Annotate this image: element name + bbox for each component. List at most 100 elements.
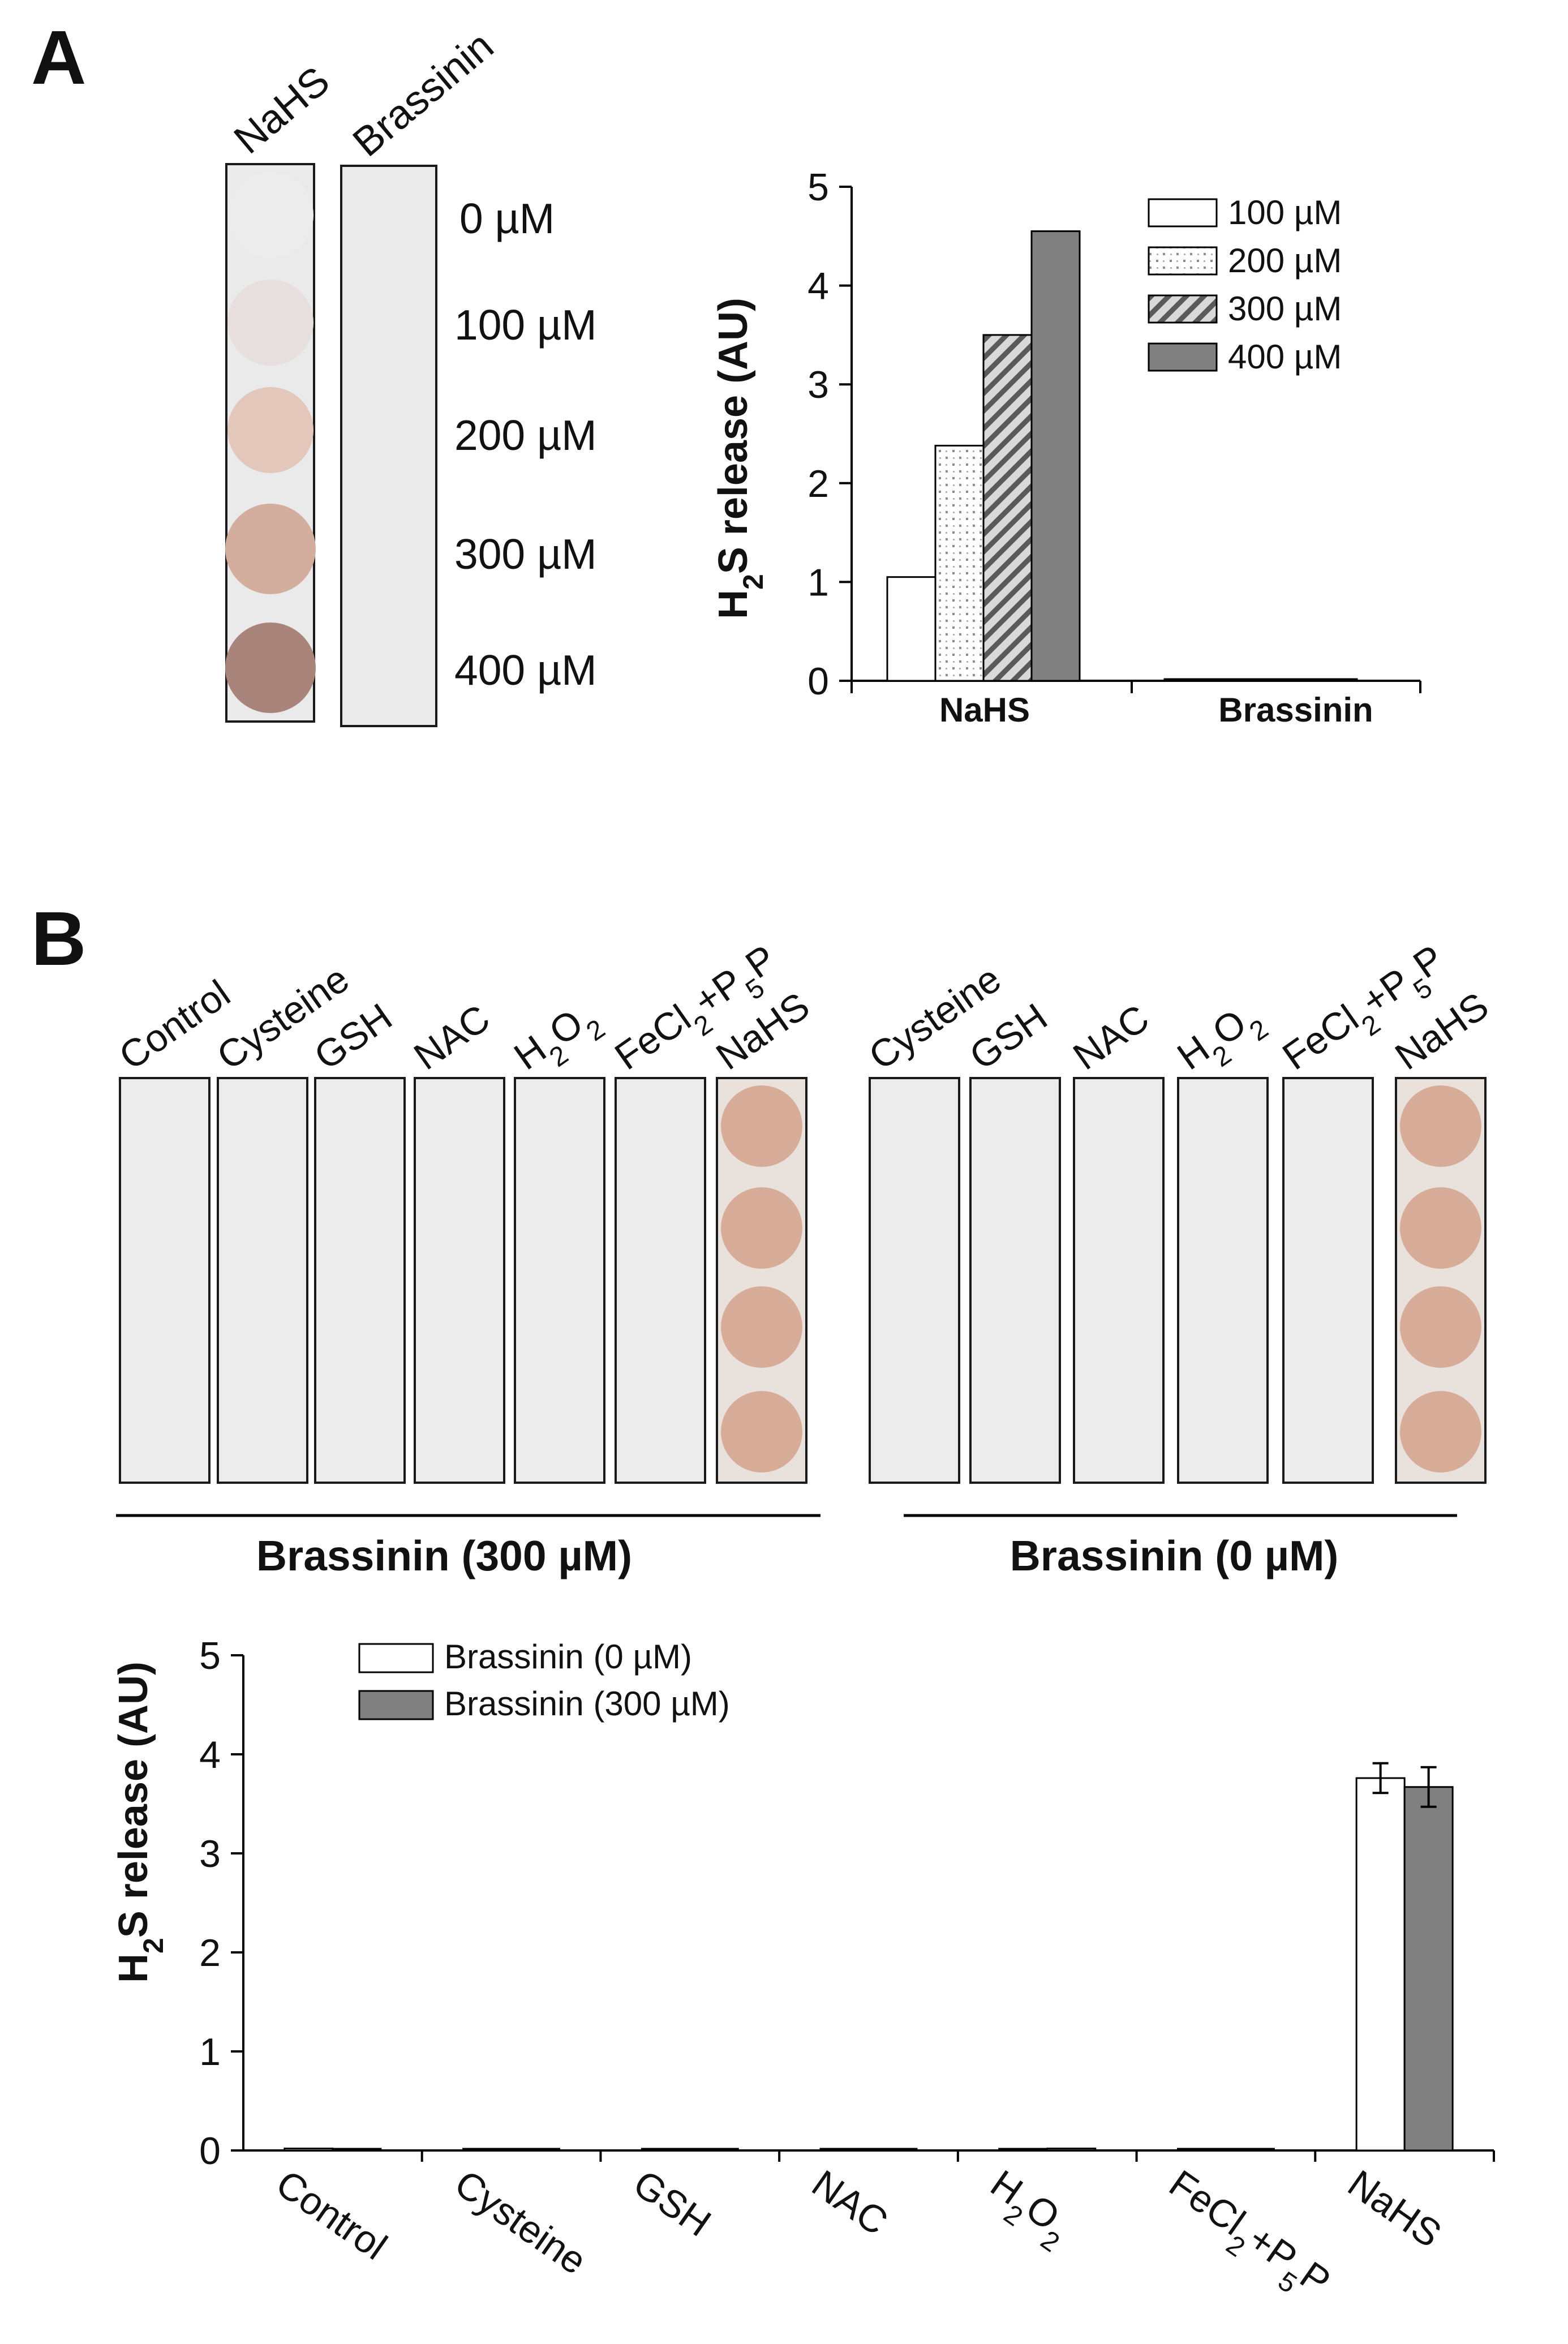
chart-a-ytick-label: 1 <box>807 561 829 604</box>
chart-b-xlabel: Cysteine <box>447 2162 594 2283</box>
spot-400 <box>225 623 316 713</box>
chart-b-xlabel: FeCl2+P5P <box>1154 2162 1338 2313</box>
chart-a: H2S release (AU) NaHS Brassinin 100 µM 2… <box>711 166 1420 729</box>
spot-200 <box>227 387 313 473</box>
chart-a-bar <box>1213 679 1261 681</box>
chart-b-xlabel: GSH <box>626 2162 719 2245</box>
legend-label-brassinin-0: Brassinin (0 µM) <box>444 1638 692 1676</box>
chart-b-bar <box>642 2149 690 2150</box>
chart-b-bar <box>1047 2149 1096 2151</box>
legend-swatch-400 <box>1149 344 1217 371</box>
panel-a-label: A <box>31 15 87 100</box>
chart-a-ytick-label: 5 <box>807 166 829 209</box>
right-group-strip <box>970 1078 1060 1483</box>
legend-swatch-100 <box>1149 199 1217 226</box>
chart-b-ytick-label: 2 <box>199 1931 221 1974</box>
conc-label-100: 100 µM <box>454 301 597 349</box>
chart-b-xlabel: NAC <box>804 2162 895 2244</box>
chart-b-xlabel: Control <box>268 2162 394 2268</box>
legend-swatch-brassinin-0 <box>359 1644 433 1672</box>
chart-a-xlabel-nahs: NaHS <box>939 691 1030 729</box>
legend-label-300: 300 µM <box>1228 290 1342 328</box>
right-group-spot <box>1400 1187 1481 1269</box>
chart-b: H2S release (AU) Brassinin (0 µM) Brassi… <box>111 1634 1494 2314</box>
spot-100 <box>227 280 313 366</box>
chart-b-ytick-label: 3 <box>199 1832 221 1875</box>
left-group-strip <box>415 1078 504 1483</box>
caption-brassinin-0: Brassinin (0 µM) <box>1010 1532 1339 1579</box>
chart-b-xlabel: H2O2 <box>976 2162 1080 2258</box>
chart-b-bar <box>333 2149 381 2150</box>
left-group-strip <box>315 1078 405 1483</box>
panel-b-strips: Brassinin (300 µM) Brassinin (0 µM) Cont… <box>111 937 1496 1579</box>
conc-label-0: 0 µM <box>459 195 555 242</box>
legend-swatch-300 <box>1149 295 1217 323</box>
chart-a-ytick-label: 0 <box>807 660 829 703</box>
chart-a-xlabel-brassinin: Brassinin <box>1218 691 1373 729</box>
right-group-spot <box>1400 1391 1481 1472</box>
chart-a-ytick-label: 4 <box>807 265 829 308</box>
chart-b-ytick-label: 5 <box>199 1634 221 1677</box>
chart-b-ylabel: H2S release (AU) <box>111 1662 169 1983</box>
chart-b-bar <box>1404 1787 1453 2150</box>
chart-b-bar <box>690 2149 738 2150</box>
chart-a-bar <box>1261 679 1309 681</box>
chart-b-bar <box>1178 2149 1226 2150</box>
legend-swatch-200 <box>1149 247 1217 274</box>
chart-a-bar <box>1032 231 1080 681</box>
chart-b-xlabel: NaHS <box>1341 2162 1449 2256</box>
strip-brassinin <box>341 166 436 726</box>
legend-label-400: 400 µM <box>1228 338 1342 376</box>
left-group-spot <box>721 1085 802 1167</box>
chart-a-ylabel: H2S release (AU) <box>711 298 769 619</box>
chart-b-bar <box>1356 1778 1404 2150</box>
chart-b-bar <box>999 2149 1047 2150</box>
left-group-strip <box>515 1078 604 1483</box>
chart-b-ytick-label: 1 <box>199 2030 221 2073</box>
right-group-spot <box>1400 1286 1481 1368</box>
chart-b-ytick-label: 4 <box>199 1733 221 1776</box>
left-group-strip <box>616 1078 705 1483</box>
chart-a-bar <box>1165 679 1213 681</box>
conc-label-400: 400 µM <box>454 646 597 694</box>
chart-b-bar <box>512 2149 560 2150</box>
spot-0 <box>227 172 313 258</box>
chart-a-ytick-label: 3 <box>807 363 829 406</box>
figure: A NaHS Brassinin 0 µM 100 µM 200 µM 300 … <box>0 0 1568 2344</box>
chart-a-bar <box>983 335 1032 681</box>
legend-swatch-brassinin-300 <box>359 1691 433 1719</box>
right-group-header: H2O2 <box>1170 993 1274 1089</box>
spot-300 <box>225 504 316 594</box>
right-group-strip <box>1074 1078 1163 1483</box>
conc-label-300: 300 µM <box>454 530 597 578</box>
strip-header-nahs: NaHS <box>226 58 338 163</box>
left-group-strip <box>218 1078 307 1483</box>
right-group-header: NAC <box>1066 997 1157 1079</box>
chart-a-bar <box>887 577 935 681</box>
panel-a-strips: NaHS Brassinin 0 µM 100 µM 200 µM 300 µM… <box>225 23 597 726</box>
legend-label-brassinin-300: Brassinin (300 µM) <box>444 1685 730 1723</box>
left-group-header: H2O2 <box>506 993 611 1089</box>
chart-b-bar <box>463 2149 512 2150</box>
chart-b-legend: Brassinin (0 µM) Brassinin (300 µM) <box>359 1638 730 1723</box>
caption-brassinin-300: Brassinin (300 µM) <box>256 1532 632 1579</box>
chart-a-bar <box>1309 679 1357 681</box>
left-group-spot <box>721 1187 802 1269</box>
chart-b-bar <box>869 2149 917 2150</box>
legend-label-100: 100 µM <box>1228 194 1342 231</box>
chart-a-legend: 100 µM 200 µM 300 µM 400 µM <box>1149 194 1342 376</box>
right-group-strip <box>870 1078 959 1483</box>
right-group-strip <box>1178 1078 1268 1483</box>
chart-a-ytick-label: 2 <box>807 462 829 505</box>
chart-b-bar <box>285 2149 333 2151</box>
chart-b-ytick-label: 0 <box>199 2130 221 2173</box>
left-group-spot <box>721 1391 802 1472</box>
left-group-header: Control <box>111 972 238 1078</box>
left-group-spot <box>721 1286 802 1368</box>
strip-header-brassinin: Brassinin <box>345 23 502 166</box>
right-group-strip <box>1283 1078 1373 1483</box>
chart-a-bar <box>935 445 983 681</box>
left-group-strip <box>120 1078 209 1483</box>
chart-b-bar <box>1226 2149 1274 2150</box>
conc-label-200: 200 µM <box>454 411 597 459</box>
